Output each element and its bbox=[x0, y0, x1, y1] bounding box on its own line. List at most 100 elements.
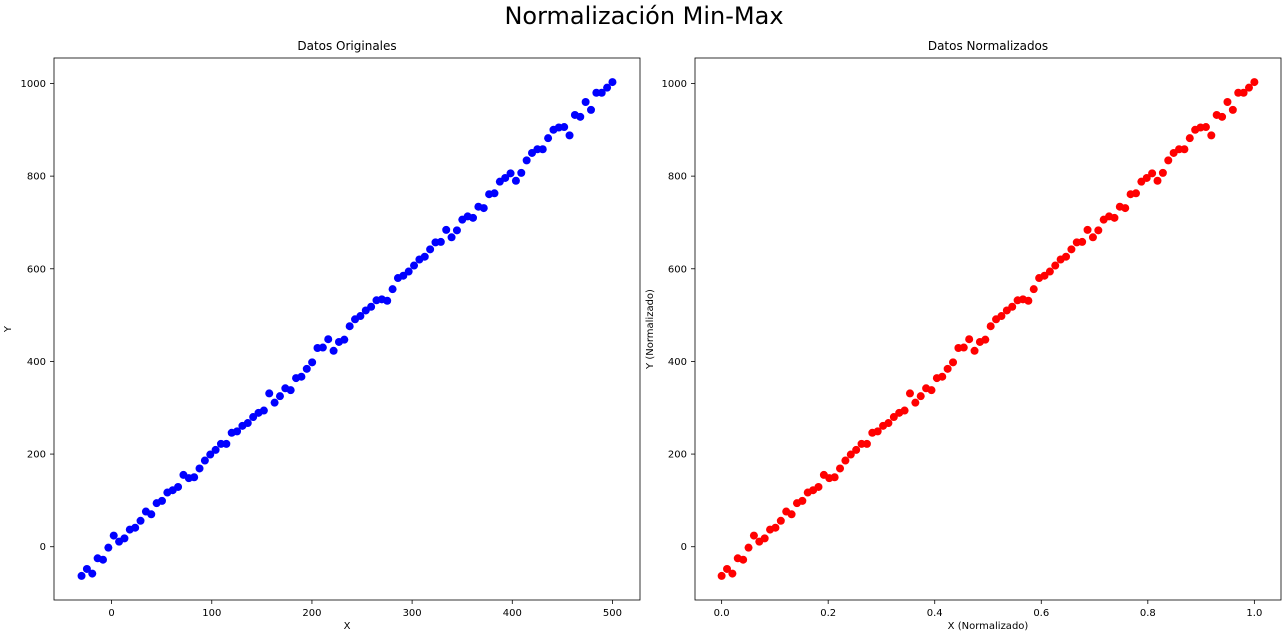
data-point bbox=[581, 98, 590, 107]
data-point bbox=[965, 335, 974, 344]
data-point bbox=[830, 473, 839, 482]
data-point bbox=[157, 496, 166, 505]
data-point bbox=[1029, 285, 1038, 294]
data-point bbox=[852, 445, 861, 454]
data-point bbox=[404, 267, 413, 276]
data-point bbox=[1250, 78, 1259, 87]
panel-title: Datos Normalizados bbox=[928, 39, 1048, 53]
data-point bbox=[109, 531, 118, 540]
data-point bbox=[1094, 226, 1103, 235]
data-point bbox=[1083, 225, 1092, 234]
data-point bbox=[190, 473, 199, 482]
data-point bbox=[82, 564, 91, 573]
data-point bbox=[981, 335, 990, 344]
data-point bbox=[905, 389, 914, 398]
data-point bbox=[776, 516, 785, 525]
x-tick-label: 0 bbox=[108, 608, 114, 619]
data-point bbox=[1088, 233, 1097, 242]
data-point bbox=[1201, 123, 1210, 132]
y-tick-label: 600 bbox=[27, 264, 46, 275]
data-point bbox=[1218, 112, 1227, 121]
chart-panel-2: Datos Normalizados 0.0 0.2 0.4 0.6 0.8 1.0 0 200… bbox=[645, 39, 1282, 632]
data-point bbox=[469, 213, 478, 222]
data-point bbox=[345, 322, 354, 331]
x-tick-label: 100 bbox=[202, 608, 221, 619]
y-tick-label: 0 bbox=[681, 542, 687, 553]
data-point bbox=[862, 439, 871, 448]
scatter-series bbox=[717, 78, 1259, 580]
data-point bbox=[517, 168, 526, 177]
data-point bbox=[206, 450, 215, 459]
data-point bbox=[1142, 173, 1151, 182]
data-point bbox=[739, 555, 748, 564]
plot-frame bbox=[694, 57, 1282, 601]
data-point bbox=[131, 523, 140, 532]
x-axis-label: X (Normalizado) bbox=[948, 621, 1029, 632]
data-point bbox=[318, 343, 327, 352]
data-point bbox=[911, 398, 920, 407]
data-point bbox=[771, 523, 780, 532]
data-point bbox=[1131, 189, 1140, 198]
data-point bbox=[383, 296, 392, 305]
y-tick-label: 800 bbox=[27, 172, 46, 183]
x-tick-label: 400 bbox=[503, 608, 522, 619]
x-tick-label: 1.0 bbox=[1246, 608, 1262, 619]
data-point bbox=[147, 510, 156, 519]
data-point bbox=[104, 543, 113, 552]
data-point bbox=[1078, 237, 1087, 246]
y-tick-label: 400 bbox=[668, 357, 687, 368]
y-tick-label: 600 bbox=[668, 264, 687, 275]
data-point bbox=[760, 534, 769, 543]
data-point bbox=[744, 543, 753, 552]
data-point bbox=[1158, 168, 1167, 177]
data-point bbox=[1185, 134, 1194, 143]
x-tick-label: 0.8 bbox=[1140, 608, 1156, 619]
data-point bbox=[749, 531, 758, 540]
data-point bbox=[1228, 105, 1237, 114]
x-tick-label: 0.6 bbox=[1033, 608, 1049, 619]
figure-title: Normalización Min-Max bbox=[504, 2, 784, 30]
data-point bbox=[1148, 169, 1157, 178]
chart-panel-1: Datos Originales 0 100 200 300 400 500 0 200 400 6… bbox=[3, 39, 641, 632]
data-point bbox=[1067, 245, 1076, 254]
y-tick-label: 200 bbox=[668, 450, 687, 461]
data-point bbox=[1024, 296, 1033, 305]
data-point bbox=[356, 312, 365, 321]
data-point bbox=[846, 450, 855, 459]
y-tick-label: 200 bbox=[27, 450, 46, 461]
data-point bbox=[506, 169, 515, 178]
y-tick-label: 800 bbox=[668, 172, 687, 183]
data-point bbox=[522, 156, 531, 165]
data-point bbox=[270, 398, 279, 407]
data-point bbox=[399, 271, 408, 280]
x-tick-label: 0.4 bbox=[927, 608, 943, 619]
data-point bbox=[420, 252, 429, 261]
x-tick-label: 500 bbox=[603, 608, 622, 619]
data-point bbox=[798, 496, 807, 505]
data-point bbox=[249, 413, 258, 422]
data-point bbox=[608, 78, 617, 87]
data-point bbox=[949, 358, 958, 367]
x-tick-label: 300 bbox=[403, 608, 422, 619]
data-point bbox=[367, 302, 376, 311]
data-point bbox=[723, 564, 732, 573]
y-tick-label: 0 bbox=[40, 542, 46, 553]
data-point bbox=[787, 510, 796, 519]
y-tick-label: 1000 bbox=[662, 79, 687, 90]
data-point bbox=[275, 392, 284, 401]
data-point bbox=[1207, 131, 1216, 140]
data-point bbox=[324, 335, 333, 344]
data-point bbox=[222, 439, 231, 448]
y-axis-label: Y (Normalizado) bbox=[645, 289, 656, 370]
data-point bbox=[587, 105, 596, 114]
data-point bbox=[1051, 261, 1060, 270]
data-point bbox=[136, 516, 145, 525]
data-point bbox=[814, 482, 823, 491]
data-point bbox=[560, 123, 569, 132]
data-point bbox=[1239, 88, 1248, 97]
data-point bbox=[286, 386, 295, 395]
data-point bbox=[88, 569, 97, 578]
data-point bbox=[597, 88, 606, 97]
y-axis-label: Y bbox=[3, 325, 14, 333]
data-point bbox=[603, 83, 612, 92]
